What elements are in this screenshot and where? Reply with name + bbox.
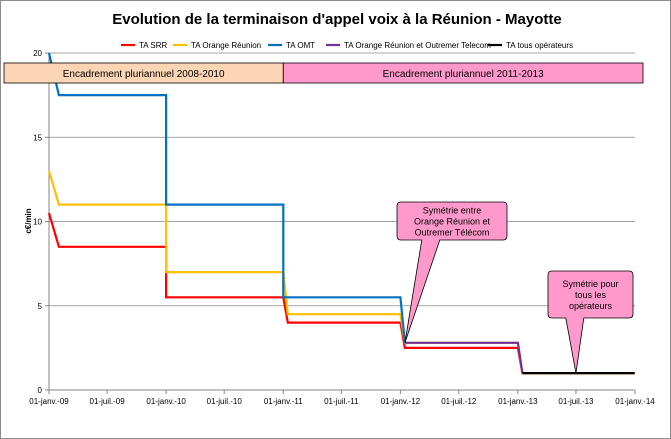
x-tick-label: 01-juil.-12 xyxy=(441,397,477,406)
callout-text-line: Symétrie entre xyxy=(423,206,482,216)
x-tick-label: 01-janv.-09 xyxy=(29,397,69,406)
x-tick-label: 01-janv.-13 xyxy=(498,397,538,406)
period-bands: Encadrement pluriannuel 2008-2010 Encadre… xyxy=(3,62,644,84)
series-line-ta-srr xyxy=(47,212,635,375)
y-tick-label: 0 xyxy=(38,386,43,395)
legend-label: TA OMT xyxy=(286,41,315,50)
x-tick-label: 01-juil.-13 xyxy=(558,397,594,406)
series-line-ta-omt xyxy=(47,52,406,343)
chart-title: Evolution de la terminaison d'appel voix… xyxy=(112,11,561,28)
period-band-label: Encadrement pluriannuel 2011-2013 xyxy=(383,69,544,80)
legend-label: TA tous opérateurs xyxy=(506,41,573,50)
x-tick-label: 01-janv.-11 xyxy=(264,397,303,406)
y-axis-label: c€/min xyxy=(24,208,33,233)
legend: TA SRR TA Orange Réunion TA OMT TA Orange R… xyxy=(121,41,573,50)
series-line-ta-orange-r-union xyxy=(47,170,635,375)
y-tick-label: 10 xyxy=(33,218,42,227)
legend-label: TA Orange Réunion xyxy=(191,41,261,50)
x-tick-label: 01-juil.-10 xyxy=(207,397,243,406)
callout-text-line: opérateurs xyxy=(569,301,613,311)
series-lines xyxy=(47,52,635,375)
callout-bubble xyxy=(396,201,508,343)
y-tick-label: 20 xyxy=(33,49,42,58)
callout-text-line: tous les xyxy=(575,290,607,300)
series-line-ta-orange-r-union-et-outremer-telecom xyxy=(404,341,524,374)
legend-label: TA Orange Réunion et Outremer Telecom xyxy=(344,41,491,50)
x-tick-label: 01-juil.-09 xyxy=(90,397,126,406)
x-ticks: 01-janv.-09 01-juil.-09 01-janv.-10 01-juil… xyxy=(29,390,655,406)
y-ticks: 0 5 10 15 20 xyxy=(33,49,49,395)
legend-label: TA SRR xyxy=(139,41,168,50)
period-band-label: Encadrement pluriannuel 2008-2010 xyxy=(63,69,225,80)
x-tick-label: 01-janv.-12 xyxy=(381,397,421,406)
y-tick-label: 5 xyxy=(38,302,43,311)
callout-text-line: Outremer Télécom xyxy=(415,228,490,238)
grid-lines xyxy=(49,52,635,307)
callout-text-line: Orange Réunion et xyxy=(414,217,491,227)
x-tick-label: 01-juil.-11 xyxy=(324,397,359,406)
x-tick-label: 01-janv.-10 xyxy=(146,397,186,406)
y-tick-label: 15 xyxy=(33,133,42,142)
x-tick-label: 01-janv.-14 xyxy=(615,397,655,406)
period-band xyxy=(282,62,644,84)
callout-bubble xyxy=(547,270,634,374)
callout-text-line: Symétrie pour xyxy=(562,279,618,289)
